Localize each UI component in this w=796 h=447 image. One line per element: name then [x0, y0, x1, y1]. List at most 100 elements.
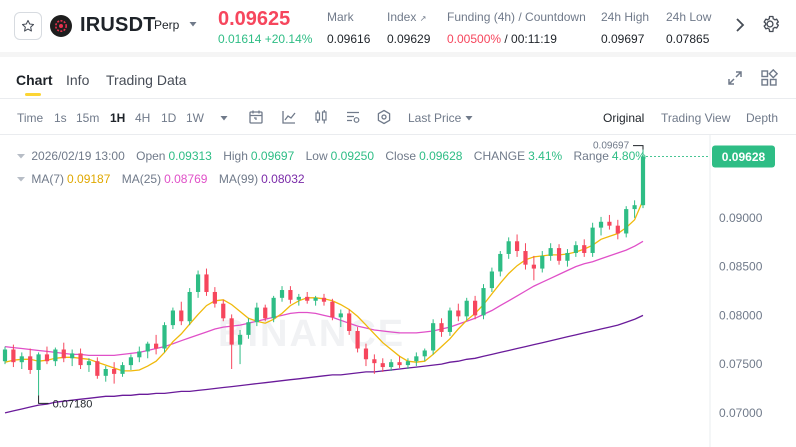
ohlc-legend: 2026/02/19 13:00 Open 0.09313 High 0.09697… — [16, 149, 654, 163]
legend-low-label: Low — [305, 149, 328, 163]
interval-1h[interactable]: 1H — [110, 111, 126, 125]
candle-body — [582, 245, 587, 253]
candle-body — [229, 318, 234, 345]
interval-1d[interactable]: 1D — [161, 111, 177, 125]
candle-body — [489, 271, 494, 289]
candle-body — [70, 353, 75, 359]
expand-icon[interactable] — [726, 69, 744, 87]
candle-body — [464, 300, 469, 317]
candle-body — [78, 353, 83, 366]
candle-body — [103, 369, 108, 376]
low-marker-line — [38, 395, 49, 404]
layout-grid-icon[interactable] — [760, 69, 778, 87]
candle-body — [271, 297, 276, 319]
candle-body — [439, 323, 444, 332]
legend-close-label: Close — [385, 149, 417, 163]
interval-4h[interactable]: 4H — [135, 111, 151, 125]
symbol-name[interactable]: IRUSDT — [80, 14, 156, 36]
price-type-dropdown-icon[interactable] — [464, 113, 474, 123]
candle-body — [590, 227, 595, 253]
funding-countdown: / 00:11:19 — [504, 32, 557, 46]
chart-panel: Chart Info Trading Data Time 1s 15m 1H 4… — [0, 57, 796, 447]
legend-date: 2026/02/19 13:00 — [31, 149, 125, 163]
funding-label: Funding (4h) / Countdown — [447, 10, 586, 24]
funding-value: 0.00500% — [447, 32, 502, 46]
candle-body — [397, 362, 402, 366]
candle-body — [447, 310, 453, 332]
candle-body — [355, 330, 360, 349]
high-24h-value: 0.09697 — [601, 32, 645, 46]
active-tab-indicator — [25, 93, 41, 96]
chevron-right-icon[interactable] — [732, 16, 748, 34]
index-price[interactable]: Index ↗ 0.09629 — [387, 10, 430, 46]
price-axis-tick: 0.08000 — [719, 308, 763, 322]
view-depth[interactable]: Depth — [746, 111, 779, 125]
candle-body — [632, 205, 637, 210]
candle-body — [28, 356, 33, 370]
candle-body — [19, 356, 24, 363]
candle-body — [389, 362, 394, 368]
candle-body — [154, 343, 159, 349]
legend-high: 0.09697 — [250, 149, 295, 163]
candle-body — [338, 313, 343, 318]
tab-info[interactable]: Info — [66, 72, 90, 88]
candle-body — [380, 363, 385, 368]
candle-body — [414, 356, 419, 362]
price-chart[interactable]: BINANCE 0.09000 0.08500 0.08000 0.07500 0.07… — [0, 135, 796, 447]
interval-1w[interactable]: 1W — [186, 111, 204, 125]
candle-body — [44, 354, 50, 362]
interval-15m[interactable]: 15m — [76, 111, 100, 125]
legend-low: 0.09250 — [330, 149, 375, 163]
hexagon-settings-icon[interactable] — [376, 109, 392, 125]
view-original[interactable]: Original — [603, 111, 645, 125]
candle-body — [565, 252, 570, 261]
candle-body — [246, 322, 251, 335]
favorite-button[interactable] — [14, 12, 42, 40]
tab-chart[interactable]: Chart — [16, 72, 53, 88]
calendar-icon[interactable] — [248, 109, 264, 125]
candlestick-chart[interactable]: 0.09000 0.08500 0.08000 0.07500 0.07000 0.071… — [0, 135, 796, 447]
candle-body — [112, 369, 117, 374]
ticker-header: IRUSDT Perp 0.09625 0.01614 +20.14% Mark… — [0, 0, 796, 52]
candle-body — [221, 303, 226, 319]
candle-body — [523, 251, 528, 265]
candle-body — [162, 325, 167, 349]
candle-body — [137, 351, 142, 358]
interval-1s[interactable]: 1s — [54, 111, 67, 125]
ma7-line — [4, 200, 644, 372]
low-24h: 24h Low 0.07865 — [666, 10, 716, 46]
price-axis-tick: 0.07000 — [719, 406, 763, 420]
price-type-select[interactable]: Last Price — [408, 111, 462, 125]
mark-label: Mark — [327, 10, 354, 24]
toolbar-divider — [0, 134, 796, 135]
star-icon — [21, 19, 35, 32]
time-label[interactable]: Time — [17, 111, 44, 125]
legend-high-label: High — [223, 149, 248, 163]
low-marker-label: 0.07180 — [53, 398, 93, 410]
candle-body — [86, 361, 92, 366]
collapse-ma-icon[interactable] — [16, 175, 26, 183]
view-trading-view[interactable]: Trading View — [661, 111, 731, 125]
tab-trading-data[interactable]: Trading Data — [106, 72, 187, 88]
candle-body — [363, 348, 369, 360]
high-marker-line — [633, 145, 644, 150]
candle-body — [405, 361, 411, 366]
legend-open: 0.09313 — [168, 149, 212, 163]
collapse-legend-icon[interactable] — [16, 152, 26, 160]
legend-open-label: Open — [136, 149, 166, 163]
gear-icon[interactable] — [760, 14, 780, 34]
symbol-dropdown-icon[interactable] — [188, 19, 198, 29]
candle-body — [607, 221, 612, 226]
candle-body — [498, 253, 503, 272]
interval-dropdown-icon[interactable] — [219, 113, 229, 123]
candle-type-icon[interactable] — [313, 109, 329, 125]
candle-body — [330, 301, 335, 318]
ma7-value: 0.09187 — [67, 172, 111, 186]
line-tools-icon[interactable] — [281, 109, 297, 125]
candle-body — [573, 245, 578, 253]
indicator-settings-icon[interactable] — [345, 109, 361, 125]
candle-body — [506, 241, 511, 254]
candle-body — [514, 241, 520, 252]
ma25-line — [4, 240, 644, 357]
candle-body — [120, 365, 125, 374]
